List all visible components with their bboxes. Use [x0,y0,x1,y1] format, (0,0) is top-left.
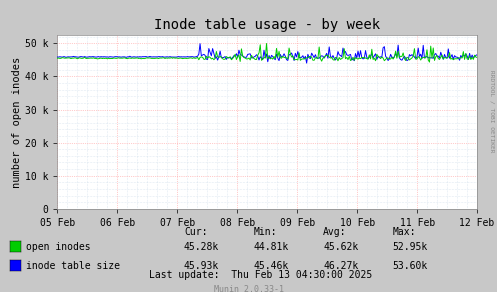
Text: 46.27k: 46.27k [323,261,358,271]
Title: Inode table usage - by week: Inode table usage - by week [154,18,380,32]
Text: 44.81k: 44.81k [253,242,289,252]
Text: 45.93k: 45.93k [184,261,219,271]
Text: 52.95k: 52.95k [393,242,428,252]
Text: 45.28k: 45.28k [184,242,219,252]
Text: 53.60k: 53.60k [393,261,428,271]
Text: Min:: Min: [253,227,277,237]
Text: 45.46k: 45.46k [253,261,289,271]
Text: Avg:: Avg: [323,227,346,237]
Text: Cur:: Cur: [184,227,207,237]
Text: Munin 2.0.33-1: Munin 2.0.33-1 [214,285,283,292]
Text: Last update:  Thu Feb 13 04:30:00 2025: Last update: Thu Feb 13 04:30:00 2025 [149,270,372,280]
Text: 45.62k: 45.62k [323,242,358,252]
Y-axis label: number of open inodes: number of open inodes [12,56,22,187]
Text: RRDTOOL / TOBI OETIKER: RRDTOOL / TOBI OETIKER [490,70,495,152]
Text: Max:: Max: [393,227,416,237]
Text: open inodes: open inodes [26,242,90,252]
Text: inode table size: inode table size [26,261,120,271]
